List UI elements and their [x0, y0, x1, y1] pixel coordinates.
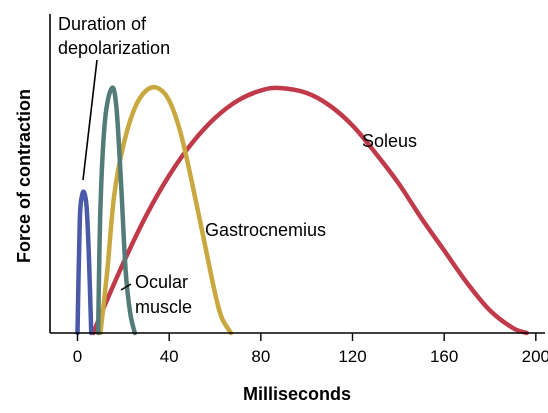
series-line-duration-of-depolarization	[75, 189, 94, 336]
x-tick-label: 80	[251, 347, 270, 366]
annotation-ocular-line2: muscle	[135, 297, 192, 317]
x-tick-label: 200	[522, 347, 548, 366]
annotation-soleus: Soleus	[362, 131, 417, 151]
series-line-soleus	[91, 85, 529, 336]
axes-layer	[49, 14, 545, 334]
ocular-pointer	[120, 283, 132, 291]
y-axis-title: Force of contraction	[14, 89, 34, 263]
annotation-ocular: Ocular muscle	[120, 272, 192, 317]
annotation-soleus-label: Soleus	[362, 131, 417, 151]
annotation-depolarization-line1: Duration of	[58, 14, 147, 34]
x-ticks: 0 40 80 120 160 200	[73, 333, 548, 366]
annotation-gastrocnemius-label: Gastrocnemius	[205, 220, 326, 240]
x-tick-label: 40	[160, 347, 179, 366]
annotation-depolarization-line2: depolarization	[58, 38, 170, 58]
series-layer	[75, 84, 529, 336]
series-line-gastrocnemius	[98, 84, 234, 336]
annotation-depolarization: Duration of depolarization	[58, 14, 170, 181]
x-tick-label: 120	[338, 347, 366, 366]
depolarization-pointer	[82, 59, 98, 181]
x-tick-label: 0	[73, 347, 82, 366]
series-line-ocular-muscle	[95, 85, 138, 336]
x-tick-label: 160	[430, 347, 458, 366]
annotation-ocular-line1: Ocular	[135, 272, 188, 292]
x-axis-title: Milliseconds	[243, 384, 351, 404]
annotation-gastrocnemius: Gastrocnemius	[205, 220, 326, 240]
